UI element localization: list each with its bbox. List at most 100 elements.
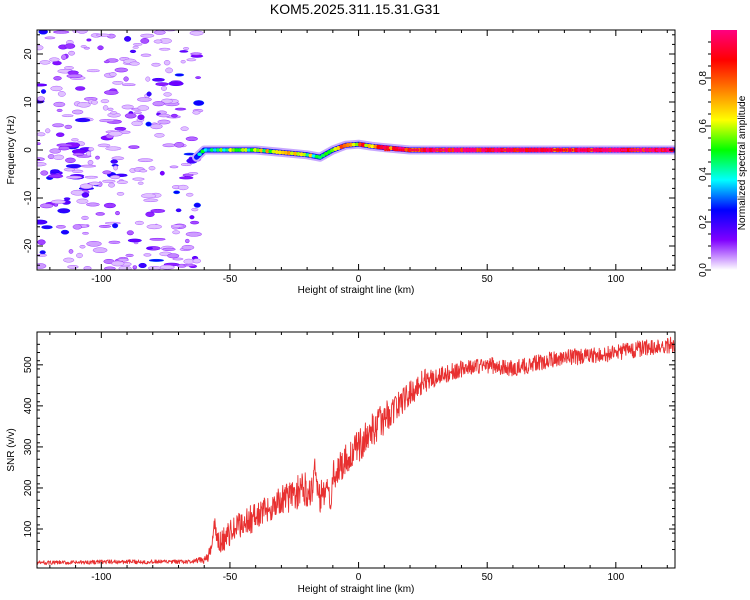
- spectrogram-heatmap: [37, 30, 675, 270]
- noise-blob: [76, 198, 89, 204]
- noise-blob: [71, 109, 84, 115]
- signal-core: [666, 148, 669, 152]
- noise-blob: [145, 76, 151, 82]
- noise-blob: [157, 119, 171, 125]
- signal-core: [470, 148, 473, 152]
- noise-blob: [105, 146, 122, 151]
- noise-blob: [163, 92, 172, 97]
- signal-core: [635, 148, 638, 152]
- noise-blob: [152, 101, 165, 107]
- noise-blob: [161, 98, 173, 104]
- signal-core: [583, 148, 586, 152]
- noise-blob: [37, 162, 47, 167]
- signal-core: [608, 148, 611, 152]
- noise-blob: [133, 111, 142, 115]
- noise-blob: [55, 132, 65, 137]
- noise-blob: [140, 38, 150, 44]
- noise-blob: [109, 175, 121, 180]
- noise-blob: [115, 211, 120, 216]
- noise-blob: [37, 132, 46, 137]
- noise-blob: [100, 99, 110, 104]
- noise-blob: [140, 53, 152, 57]
- noise-blob: [37, 142, 41, 146]
- spectrogram-y-tick-label: -20: [23, 238, 34, 253]
- signal-core: [522, 148, 524, 152]
- noise-blob: [185, 192, 194, 197]
- signal-core: [400, 148, 403, 152]
- noise-blob: [57, 91, 66, 97]
- noise-blob: [39, 60, 51, 65]
- signal-core: [402, 148, 405, 152]
- noise-blob: [110, 159, 118, 164]
- signal-core: [575, 148, 578, 152]
- spectrogram-y-tick-label: 20: [23, 48, 34, 60]
- noise-blob: [114, 126, 127, 131]
- noise-blob: [83, 266, 92, 270]
- noise-blob: [137, 158, 154, 163]
- noise-blob: [63, 257, 75, 263]
- noise-blob: [65, 164, 82, 169]
- noise-blob: [187, 172, 199, 175]
- signal-core: [466, 148, 469, 152]
- signal-cell: [243, 148, 249, 152]
- signal-core: [546, 148, 549, 152]
- noise-blob: [112, 80, 124, 85]
- signal-core: [462, 148, 465, 152]
- noise-blob: [65, 175, 83, 179]
- signal-core: [629, 148, 631, 152]
- signal-core: [656, 148, 658, 152]
- signal-cell: [246, 148, 252, 152]
- noise-blob: [128, 145, 140, 149]
- noise-blob: [37, 263, 47, 269]
- signal-core: [551, 148, 553, 152]
- snr-x-tick-label: 0: [356, 572, 362, 583]
- noise-blob: [158, 113, 170, 118]
- noise-blob: [111, 260, 125, 267]
- figure-title: KOM5.2025.311.15.31.G31: [270, 1, 440, 17]
- noise-blob: [127, 238, 142, 243]
- noise-blob: [68, 249, 74, 254]
- signal-cell: [206, 148, 211, 152]
- noise-blob: [53, 154, 65, 160]
- noise-blob: [132, 43, 143, 46]
- noise-blob: [104, 266, 116, 270]
- noise-blob: [181, 244, 195, 251]
- noise-blob: [148, 258, 165, 262]
- signal-core: [536, 148, 539, 152]
- noise-blob: [190, 52, 203, 56]
- signal-core: [415, 148, 417, 152]
- signal-core: [592, 148, 594, 152]
- noise-blob: [129, 49, 137, 54]
- noise-blob: [150, 123, 163, 130]
- signal-core: [439, 148, 442, 152]
- signal-core: [520, 148, 522, 152]
- signal-cell: [197, 152, 202, 157]
- signal-core: [571, 148, 574, 152]
- noise-blob: [116, 180, 129, 184]
- noise-blob: [65, 157, 76, 163]
- signal-core: [588, 148, 590, 152]
- noise-blob: [50, 169, 60, 174]
- noise-blob: [86, 202, 100, 207]
- signal-core: [417, 148, 419, 152]
- noise-blob: [132, 265, 138, 270]
- signal-core: [542, 148, 545, 152]
- noise-blob: [63, 197, 71, 201]
- noise-blob: [168, 81, 184, 87]
- signal-core: [435, 148, 438, 152]
- noise-blob: [108, 240, 121, 244]
- noise-blob: [76, 30, 88, 34]
- signal-core: [637, 148, 640, 152]
- noise-blob: [132, 177, 145, 181]
- noise-blob: [108, 130, 123, 137]
- colorbar-tick-label: 0.8: [698, 71, 709, 85]
- snr-plot-frame: [36, 331, 676, 569]
- noise-blob: [103, 60, 110, 64]
- signal-core: [602, 148, 605, 152]
- signal-core: [446, 148, 448, 152]
- noise-blob: [97, 143, 111, 148]
- signal-core: [621, 148, 623, 152]
- snr-x-tick-label: 50: [482, 572, 494, 583]
- noise-blob: [102, 170, 112, 175]
